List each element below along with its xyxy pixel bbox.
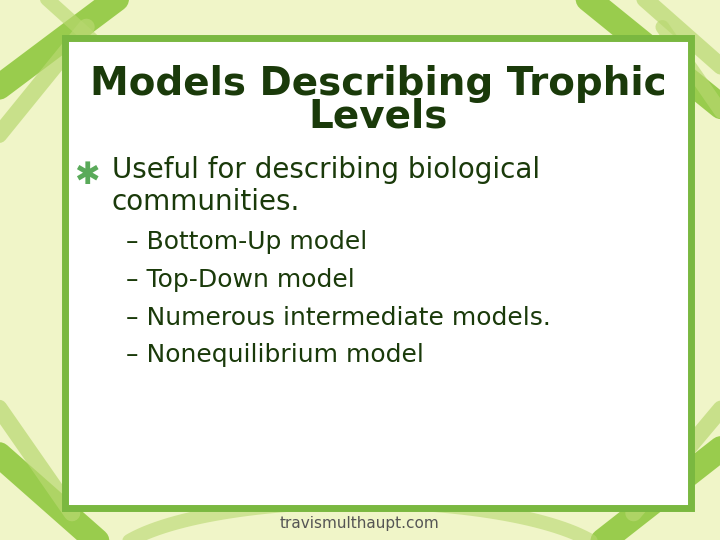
Bar — [65, 38, 691, 508]
Text: – Nonequilibrium model: – Nonequilibrium model — [126, 343, 424, 367]
Text: Useful for describing biological: Useful for describing biological — [112, 156, 540, 184]
Text: – Top-Down model: – Top-Down model — [126, 268, 355, 292]
Text: Levels: Levels — [308, 97, 448, 135]
Text: – Numerous intermediate models.: – Numerous intermediate models. — [126, 306, 551, 329]
Text: communities.: communities. — [112, 188, 300, 217]
Text: travismulthaupt.com: travismulthaupt.com — [280, 516, 440, 531]
Text: – Bottom-Up model: – Bottom-Up model — [126, 230, 367, 254]
Text: ✱: ✱ — [73, 161, 99, 190]
Text: Models Describing Trophic: Models Describing Trophic — [90, 65, 666, 103]
